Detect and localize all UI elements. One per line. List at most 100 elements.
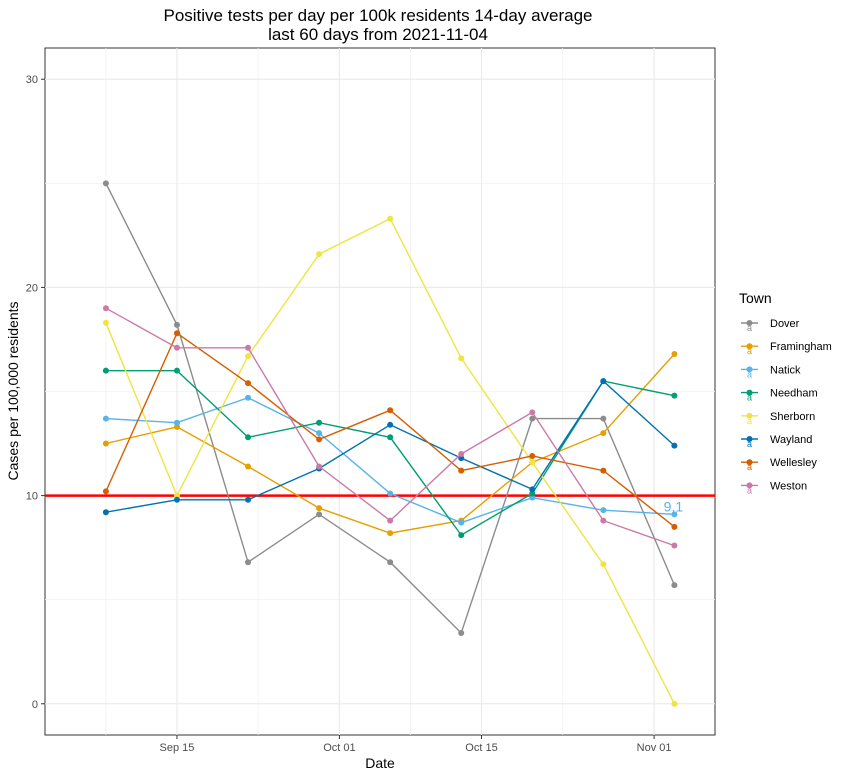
- legend-swatch-glyph: a: [747, 485, 752, 495]
- chart-title: Positive tests per day per 100k resident…: [163, 6, 592, 25]
- data-point-wayland: [387, 421, 394, 428]
- legend-label-framingham: Framingham: [770, 341, 832, 353]
- data-point-sherborn: [245, 353, 252, 360]
- x-axis-title: Date: [365, 755, 395, 771]
- data-point-weston: [316, 463, 323, 470]
- data-point-weston: [529, 409, 536, 416]
- y-tick-label: 20: [26, 282, 38, 294]
- legend-label-dover: Dover: [770, 318, 800, 330]
- legend-swatch-glyph: a: [747, 462, 752, 472]
- data-point-dover: [316, 511, 323, 518]
- data-point-dover: [671, 582, 678, 589]
- legend-swatch-glyph: a: [747, 369, 752, 379]
- legend-swatch-point: [746, 389, 753, 396]
- legend-label-needham: Needham: [770, 388, 818, 400]
- axes-layer: Sep 15 Oct 01 Oct 15 Nov 01 0 10 20 30: [26, 74, 672, 754]
- legend-swatch-glyph: a: [747, 416, 752, 426]
- legend-item-sherborn: a Sherborn: [741, 411, 815, 426]
- x-tick-label: Sep 15: [160, 742, 195, 754]
- y-tick-label: 30: [26, 74, 38, 86]
- data-point-dover: [529, 415, 536, 422]
- data-point-dover: [245, 559, 252, 566]
- data-point-needham: [173, 367, 180, 374]
- data-point-wellesley: [387, 407, 394, 414]
- legend-swatch-point: [746, 436, 753, 442]
- legend-label-weston: Weston: [770, 480, 807, 492]
- data-point-sherborn: [529, 459, 536, 466]
- series-wellesley: [102, 330, 678, 530]
- data-point-wayland: [173, 496, 180, 503]
- data-point-natick: [316, 430, 323, 437]
- data-point-weston: [245, 344, 252, 351]
- data-point-dover: [387, 559, 394, 566]
- legend: Town a Dover a Framingham a Natick a Needham a Sh…: [739, 290, 832, 495]
- data-point-needham: [102, 367, 109, 374]
- data-point-wellesley: [245, 380, 252, 387]
- data-point-natick: [600, 507, 607, 514]
- data-point-framingham: [671, 351, 678, 358]
- data-point-wellesley: [102, 488, 109, 495]
- legend-item-wellesley: a Wellesley: [741, 457, 817, 472]
- data-point-natick: [671, 511, 678, 518]
- data-point-framingham: [387, 530, 394, 537]
- legend-label-sherborn: Sherborn: [770, 411, 815, 423]
- legend-swatch-glyph: a: [747, 346, 752, 356]
- data-point-framingham: [102, 440, 109, 447]
- y-axis-title: Cases per 100,000 residents: [5, 302, 21, 481]
- data-point-dover: [102, 180, 109, 187]
- data-point-wellesley: [600, 467, 607, 474]
- data-point-dover: [173, 321, 180, 328]
- legend-item-needham: a Needham: [741, 388, 818, 403]
- data-point-needham: [529, 490, 536, 497]
- data-point-framingham: [600, 430, 607, 437]
- legend-label-wellesley: Wellesley: [770, 457, 817, 469]
- legend-swatch-point: [746, 320, 753, 326]
- data-point-wellesley: [671, 523, 678, 530]
- legend-item-framingham: a Framingham: [741, 341, 832, 356]
- data-point-needham: [245, 434, 252, 441]
- data-point-weston: [458, 450, 465, 457]
- data-point-sherborn: [600, 561, 607, 568]
- data-point-needham: [458, 532, 465, 539]
- series-sherborn: [102, 215, 678, 707]
- series-wayland: [102, 378, 678, 516]
- x-tick-label: Oct 01: [323, 742, 355, 754]
- data-point-wellesley: [173, 330, 180, 337]
- legend-swatch-point: [746, 343, 753, 350]
- legend-swatch-glyph: a: [747, 323, 752, 333]
- data-point-natick: [529, 494, 536, 501]
- legend-swatch-point: [746, 366, 753, 373]
- series-needham: [102, 367, 678, 539]
- x-tick-label: Nov 01: [637, 742, 672, 754]
- series-layer: 9.1: [102, 180, 684, 707]
- data-point-needham: [316, 419, 323, 426]
- series-weston: [102, 305, 678, 549]
- legend-item-natick: a Natick: [741, 364, 801, 379]
- legend-swatch-glyph: a: [747, 393, 752, 403]
- legend-item-dover: a Dover: [741, 318, 800, 333]
- data-point-framingham: [173, 423, 180, 430]
- data-point-sherborn: [173, 492, 180, 499]
- data-point-sherborn: [102, 319, 109, 326]
- data-point-framingham: [316, 505, 323, 512]
- y-tick-label: 0: [32, 699, 38, 711]
- data-point-wellesley: [316, 436, 323, 443]
- data-point-weston: [173, 344, 180, 351]
- data-point-wellesley: [529, 453, 536, 460]
- data-point-weston: [387, 517, 394, 524]
- legend-swatch-glyph: a: [747, 439, 752, 449]
- data-point-wayland: [600, 378, 607, 385]
- data-point-natick: [458, 519, 465, 526]
- annotation-label: 9.1: [664, 498, 684, 514]
- legend-item-wayland: a Wayland: [741, 434, 812, 449]
- data-point-sherborn: [316, 251, 323, 258]
- data-point-dover: [600, 415, 607, 422]
- data-point-sherborn: [671, 700, 678, 707]
- legend-label-wayland: Wayland: [770, 434, 812, 446]
- data-point-natick: [173, 419, 180, 426]
- chart-subtitle: last 60 days from 2021-11-04: [268, 25, 488, 44]
- legend-title: Town: [739, 290, 772, 306]
- data-point-wayland: [529, 486, 536, 493]
- data-point-framingham: [245, 463, 252, 470]
